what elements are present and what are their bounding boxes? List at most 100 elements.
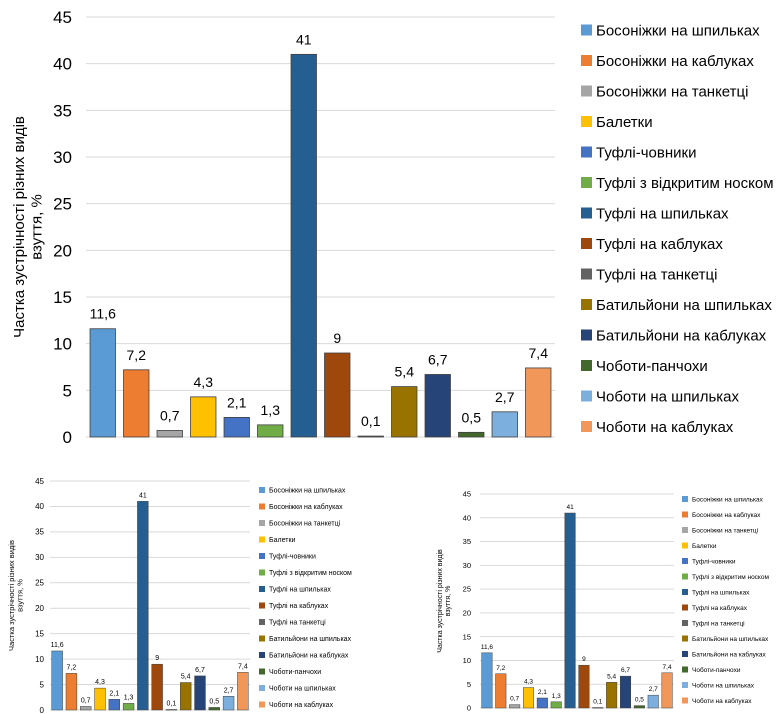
y-tick-label: 30 bbox=[53, 148, 72, 167]
legend-label: Босоніжки на каблуках bbox=[596, 53, 754, 70]
legend-swatch bbox=[682, 558, 688, 564]
data-label: 41 bbox=[296, 31, 312, 47]
bar bbox=[509, 704, 521, 709]
data-label: 4,3 bbox=[194, 374, 214, 390]
y-tick-label: 25 bbox=[463, 585, 471, 594]
legend-label: Туфлі-човники bbox=[269, 553, 316, 561]
data-label: 2,7 bbox=[495, 389, 515, 405]
data-label: 2,7 bbox=[224, 687, 234, 694]
legend-swatch bbox=[682, 620, 688, 626]
data-label: 7,4 bbox=[529, 345, 549, 361]
legend-swatch bbox=[682, 496, 688, 502]
legend-swatch bbox=[682, 573, 688, 580]
y-tick-label: 10 bbox=[463, 656, 471, 665]
legend-swatch bbox=[259, 536, 265, 543]
y-axis-title-line: Частка зустрічності різних видів bbox=[11, 116, 28, 338]
y-tick-label: 5 bbox=[40, 680, 45, 689]
legend-label: Батильйони на каблуках bbox=[269, 652, 349, 660]
bar bbox=[458, 431, 485, 438]
legend-label: Туфлі-човники bbox=[692, 557, 736, 565]
y-axis-title: Частка зустрічності різних видів взуття, … bbox=[11, 116, 45, 338]
y-tick-label: 30 bbox=[463, 561, 471, 570]
legend-swatch bbox=[259, 635, 265, 642]
data-label: 0,7 bbox=[160, 407, 180, 423]
legend-label: Босоніжки на танкетці bbox=[692, 526, 758, 534]
bar bbox=[495, 673, 507, 709]
y-axis-title-line: взуття, % bbox=[16, 579, 25, 612]
chart-svg: 0 5 10 15 20 25 30 35 40 45 Частка зустрічності рі… bbox=[7, 477, 352, 714]
bar bbox=[633, 705, 645, 709]
y-axis-title-line: Частка зустрічності різних видів bbox=[436, 549, 444, 653]
bar bbox=[592, 707, 604, 709]
y-tick-label: 20 bbox=[53, 241, 72, 260]
y-tick-label: 45 bbox=[53, 8, 72, 27]
data-label: 6,7 bbox=[428, 351, 448, 367]
legend-swatch bbox=[682, 542, 688, 549]
y-tick-label: 15 bbox=[53, 288, 72, 307]
y-tick-label: 20 bbox=[35, 604, 44, 613]
data-label: 11,6 bbox=[481, 644, 494, 651]
bar bbox=[237, 672, 249, 711]
legend-swatch bbox=[682, 635, 688, 642]
legend-swatch bbox=[581, 329, 592, 341]
legend-swatch bbox=[259, 503, 265, 510]
data-label: 5,4 bbox=[395, 364, 415, 380]
data-label: 0,1 bbox=[167, 700, 177, 707]
y-axis-title: Частка зустрічності різних видів взуття, … bbox=[7, 540, 25, 651]
data-label: 5,4 bbox=[181, 674, 191, 681]
data-label: 41 bbox=[139, 492, 147, 499]
legend-swatch bbox=[259, 701, 265, 708]
legend-label: Чоботи на каблуках bbox=[596, 419, 734, 436]
legend-label: Батильйони на каблуках bbox=[692, 650, 766, 658]
legend-label: Босоніжки на танкетці bbox=[596, 83, 748, 100]
legend-swatch bbox=[259, 569, 265, 576]
data-label: 1,3 bbox=[124, 694, 134, 701]
data-label: 4,3 bbox=[524, 679, 533, 686]
data-label: 9 bbox=[155, 655, 159, 662]
bar bbox=[122, 703, 135, 711]
legend-label: Батильйони на шпильках bbox=[269, 635, 352, 643]
legend-swatch bbox=[682, 527, 688, 533]
y-axis-title: Частка зустрічності різних видів взуття, … bbox=[436, 549, 452, 653]
legend-swatch bbox=[581, 238, 592, 249]
legend-label: Туфлі на шпильках bbox=[269, 586, 331, 594]
bar bbox=[290, 53, 317, 438]
data-label: 2,1 bbox=[227, 394, 247, 410]
data-label: 2,1 bbox=[538, 689, 547, 696]
bar bbox=[525, 367, 552, 438]
bar bbox=[180, 682, 192, 711]
legend-swatch bbox=[581, 360, 592, 371]
data-label: 7,4 bbox=[238, 663, 248, 670]
legend-label: Туфлі на шпильках bbox=[692, 588, 750, 596]
legend-swatch bbox=[259, 652, 265, 658]
y-axis-title-line: взуття, % bbox=[28, 194, 45, 260]
legend-label: Туфлі з відкритим носком bbox=[692, 573, 769, 581]
legend-label: Босоніжки на каблуках bbox=[692, 511, 761, 519]
legend-swatch bbox=[581, 24, 592, 36]
legend-label: Туфлі-човники bbox=[596, 144, 696, 161]
chart-svg: 0 5 10 15 20 25 30 35 40 45 Частка зустрічності рі… bbox=[11, 8, 774, 447]
legend-swatch bbox=[682, 651, 688, 657]
legend-swatch bbox=[682, 511, 688, 518]
legend-label: Туфлі на каблуках bbox=[596, 236, 723, 253]
data-label: 41 bbox=[566, 504, 574, 511]
data-label: 7,2 bbox=[496, 665, 505, 672]
bar bbox=[223, 416, 250, 438]
data-label: 0,5 bbox=[462, 409, 482, 425]
data-label: 1,3 bbox=[552, 693, 561, 700]
legend-label: Чоботи на шпильках bbox=[269, 685, 336, 693]
bar bbox=[165, 709, 178, 711]
legend-swatch bbox=[581, 207, 592, 219]
bar bbox=[491, 411, 518, 438]
legend-swatch bbox=[259, 685, 265, 691]
data-label: 9 bbox=[333, 330, 341, 346]
bar bbox=[391, 386, 418, 438]
legend-label: Чоботи на каблуках bbox=[269, 701, 334, 709]
legend-label: Чоботи на шпильках bbox=[596, 388, 739, 405]
legend-swatch bbox=[581, 146, 592, 158]
y-axis-title-line: Частка зустрічності різних видів bbox=[7, 540, 16, 651]
y-tick-label: 10 bbox=[53, 335, 72, 354]
legend-label: Чоботи-панчохи bbox=[692, 666, 741, 674]
data-label: 4,3 bbox=[95, 679, 105, 686]
legend-label: Туфлі на танкетці bbox=[596, 266, 717, 283]
